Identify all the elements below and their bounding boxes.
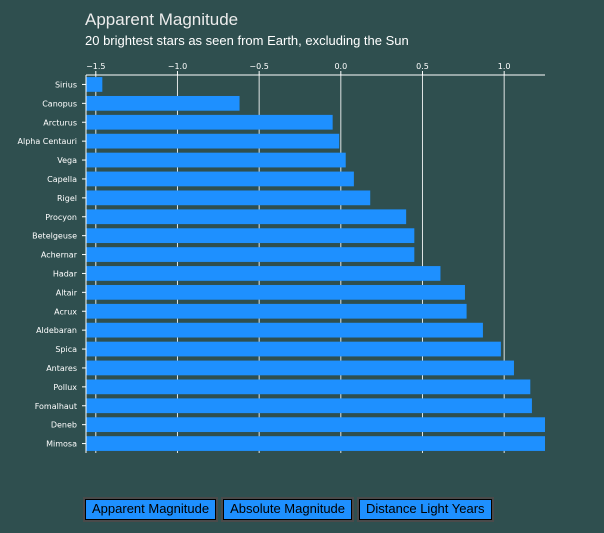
bar[interactable] (86, 436, 545, 451)
category-label: Hadar (53, 269, 78, 278)
category-label: Aldebaran (36, 326, 77, 335)
bar[interactable] (86, 152, 346, 168)
bar[interactable] (86, 322, 483, 338)
category-label: Sirius (55, 80, 77, 89)
x-tick-label: −1.0 (168, 62, 187, 71)
bar[interactable] (86, 360, 514, 376)
x-tick-label: 1.0 (498, 62, 511, 71)
bar[interactable] (86, 379, 531, 395)
chart-subtitle: 20 brightest stars as seen from Earth, e… (85, 33, 409, 48)
bar[interactable] (86, 284, 465, 300)
category-label: Mimosa (46, 440, 77, 449)
category-label: Procyon (45, 213, 77, 222)
bar[interactable] (86, 303, 467, 319)
category-label: Capella (47, 175, 77, 184)
category-label: Antares (46, 364, 77, 373)
category-label: Arcturus (43, 118, 77, 127)
category-label: Spica (55, 345, 77, 354)
category-label: Altair (56, 288, 78, 297)
metric-toggle-group: Apparent Magnitude Absolute Magnitude Di… (82, 497, 494, 522)
x-tick-label: −0.5 (249, 62, 268, 71)
bar[interactable] (86, 209, 407, 225)
chart-title: Apparent Magnitude (85, 10, 239, 29)
absolute-magnitude-button[interactable]: Absolute Magnitude (221, 497, 355, 522)
category-label: Achernar (41, 251, 78, 260)
category-label: Deneb (51, 421, 77, 430)
category-label: Rigel (57, 194, 77, 203)
bar[interactable] (86, 77, 103, 92)
bar[interactable] (86, 133, 340, 149)
x-tick-label: 0.0 (334, 62, 347, 71)
category-label: Pollux (53, 383, 77, 392)
bar[interactable] (86, 398, 532, 414)
category-label: Alpha Centauri (18, 137, 78, 146)
bar[interactable] (86, 114, 333, 130)
bar[interactable] (86, 266, 441, 281)
x-tick-label: 0.5 (416, 62, 429, 71)
x-tick-label: −1.5 (86, 62, 105, 71)
bar[interactable] (86, 341, 501, 357)
bar[interactable] (86, 95, 240, 111)
category-label: Canopus (42, 99, 77, 108)
bar[interactable] (86, 417, 545, 433)
distance-light-years-button[interactable]: Distance Light Years (357, 497, 494, 522)
apparent-magnitude-button[interactable]: Apparent Magnitude (82, 497, 219, 522)
category-label: Betelgeuse (32, 232, 77, 241)
bar[interactable] (86, 228, 415, 244)
bar[interactable] (86, 171, 354, 187)
category-label: Fomalhaut (35, 402, 77, 411)
category-label: Vega (57, 156, 77, 165)
bar[interactable] (86, 190, 371, 206)
category-label: Acrux (54, 307, 77, 316)
bar[interactable] (86, 247, 415, 262)
